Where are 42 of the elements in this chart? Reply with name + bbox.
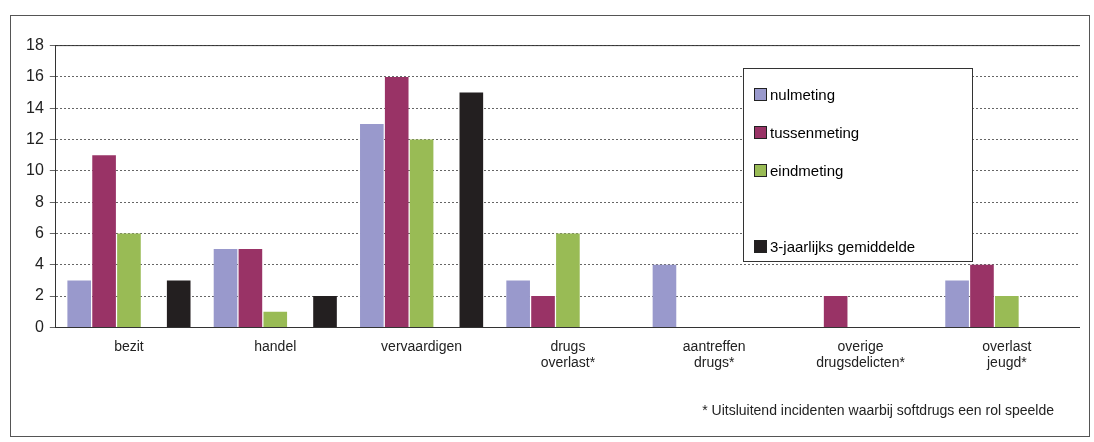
x-tick-label: aantreffen drugs*: [682, 337, 746, 371]
y-tick-label: 12: [26, 129, 44, 147]
bar: [238, 249, 263, 327]
bar: [313, 296, 337, 327]
text: * Uitsluitend incidenten waarbij softdrugs een rol speelde: [702, 402, 1054, 418]
bar: [459, 92, 484, 327]
legend-label: tussenmeting: [770, 123, 860, 141]
x-tick-label: drugs overlast*: [540, 337, 596, 371]
bar: [945, 280, 969, 327]
y-tick-label: 0: [34, 317, 44, 335]
bar: [409, 139, 434, 327]
y-tick-label: 14: [26, 98, 44, 116]
legend-label: 3-jaarlijks gemiddelde: [770, 237, 916, 255]
bar: [556, 233, 580, 327]
y-tick-label: 6: [34, 223, 44, 241]
legend-label: eindmeting: [770, 161, 844, 179]
y-tick-label: 16: [26, 67, 44, 85]
bar: [360, 123, 384, 327]
bar: [531, 296, 555, 327]
y-tick-label: 2: [34, 286, 44, 304]
x-tick-label: handel: [254, 337, 297, 354]
x-tick-label: vervaardigen: [381, 337, 463, 354]
y-tick-label: 10: [26, 161, 44, 179]
bar: [67, 280, 92, 327]
legend-label: nulmeting: [770, 85, 836, 103]
x-tick-label: bezit: [114, 337, 144, 354]
y-tick-label: 8: [34, 192, 44, 210]
bar: [117, 233, 141, 327]
bar: [995, 296, 1019, 327]
bar: [213, 249, 238, 327]
bar: [263, 311, 288, 327]
bar: [166, 280, 191, 327]
bar: [384, 76, 409, 327]
bar: [506, 280, 530, 327]
y-tick-label: 4: [34, 255, 44, 273]
y-tick-label: 18: [26, 36, 44, 54]
x-tick-label: overige drugsdelicten*: [816, 337, 906, 371]
bar: [970, 264, 994, 327]
bar: [823, 296, 848, 327]
x-tick-label: overlast jeugd*: [982, 337, 1032, 371]
bar: [92, 155, 116, 327]
bar: [652, 264, 677, 327]
